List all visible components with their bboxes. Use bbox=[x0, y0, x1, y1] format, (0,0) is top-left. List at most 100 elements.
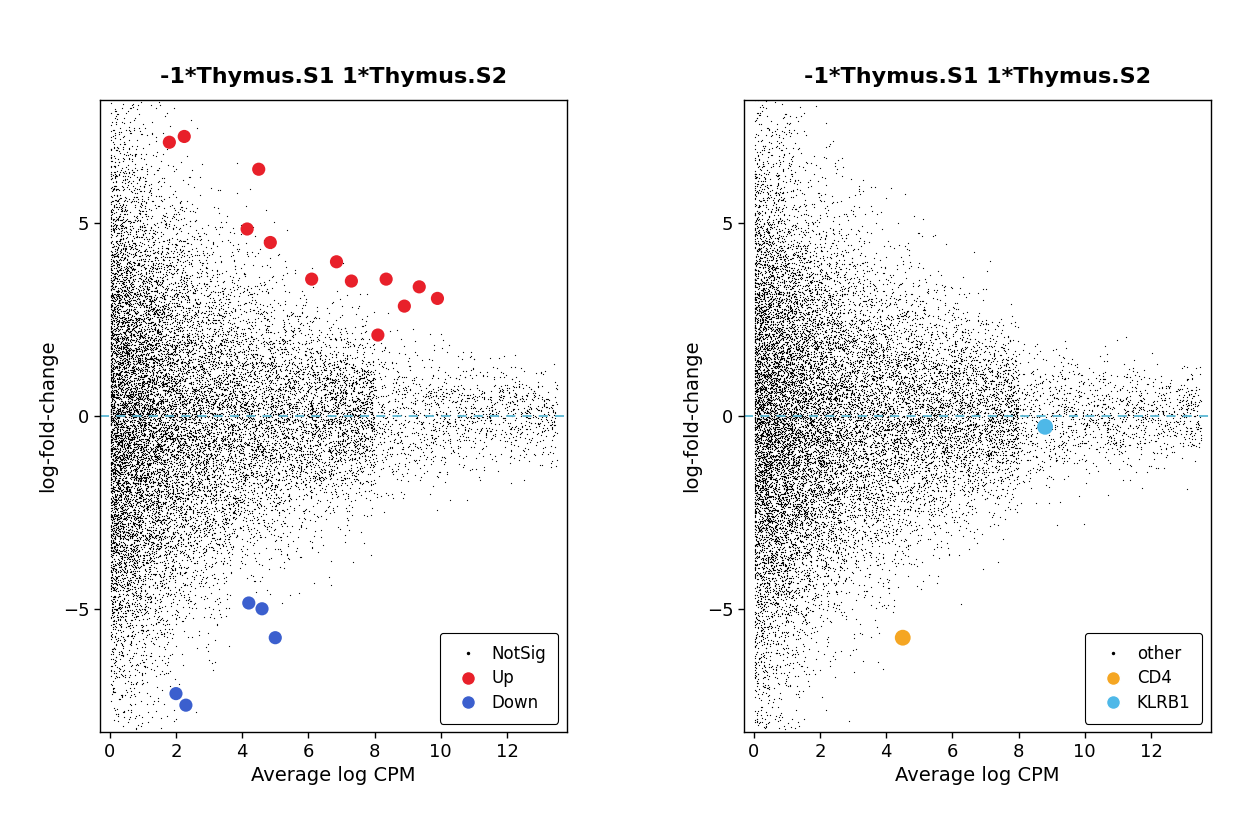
Point bbox=[986, 438, 1006, 451]
Point bbox=[111, 536, 131, 549]
Point bbox=[248, 401, 268, 414]
Point bbox=[819, 453, 839, 466]
Point bbox=[122, 309, 142, 322]
Point bbox=[755, 260, 775, 274]
Point bbox=[126, 589, 146, 602]
Point bbox=[955, 389, 975, 402]
Point bbox=[1023, 404, 1043, 418]
Point bbox=[797, 293, 817, 306]
Point bbox=[1058, 419, 1078, 433]
Point bbox=[223, 423, 243, 436]
Point bbox=[929, 357, 948, 370]
Point bbox=[258, 369, 278, 383]
Point bbox=[200, 427, 220, 440]
Point bbox=[110, 404, 130, 417]
Point bbox=[766, 201, 786, 214]
Point bbox=[782, 274, 802, 287]
Point bbox=[130, 335, 150, 349]
Point bbox=[769, 382, 789, 395]
Point bbox=[804, 290, 824, 304]
Point bbox=[218, 546, 238, 559]
Point bbox=[132, 514, 152, 527]
Point bbox=[790, 428, 810, 441]
Point bbox=[830, 515, 850, 528]
Point bbox=[859, 508, 879, 522]
Point bbox=[1153, 405, 1173, 418]
Point bbox=[314, 463, 334, 477]
Point bbox=[754, 350, 774, 364]
Point bbox=[162, 448, 182, 461]
Point bbox=[517, 392, 537, 405]
Point bbox=[1097, 421, 1117, 434]
Point bbox=[107, 527, 127, 540]
Point bbox=[780, 463, 800, 476]
Point bbox=[129, 458, 149, 472]
Point bbox=[834, 373, 854, 386]
Point bbox=[778, 488, 797, 502]
Point bbox=[947, 387, 967, 400]
Point bbox=[206, 481, 226, 494]
Point bbox=[203, 504, 223, 518]
Point bbox=[758, 163, 778, 176]
Point bbox=[797, 527, 817, 541]
Point bbox=[126, 611, 146, 624]
Point bbox=[252, 485, 272, 498]
Point bbox=[801, 292, 821, 305]
Point bbox=[283, 375, 303, 389]
Point bbox=[127, 404, 147, 417]
Point bbox=[920, 418, 940, 432]
Point bbox=[859, 453, 879, 466]
Point bbox=[363, 390, 383, 404]
Point bbox=[106, 637, 126, 651]
Point bbox=[748, 478, 768, 492]
Point bbox=[247, 523, 267, 537]
Point bbox=[407, 441, 427, 454]
Point bbox=[140, 463, 160, 476]
Point bbox=[786, 425, 806, 438]
Point bbox=[423, 435, 443, 448]
Point bbox=[101, 380, 121, 394]
Point bbox=[168, 533, 188, 547]
Point bbox=[876, 350, 896, 364]
Point bbox=[196, 556, 216, 569]
Point bbox=[127, 352, 147, 365]
Point bbox=[889, 444, 909, 458]
Point bbox=[882, 493, 902, 507]
Point bbox=[119, 437, 139, 450]
Point bbox=[748, 413, 768, 426]
Point bbox=[163, 345, 183, 359]
Point bbox=[860, 297, 880, 310]
Point bbox=[337, 425, 357, 438]
Point bbox=[329, 364, 349, 377]
Point bbox=[759, 434, 779, 448]
Point bbox=[791, 607, 811, 620]
Point bbox=[129, 369, 149, 382]
Point bbox=[173, 445, 193, 458]
Point bbox=[356, 422, 376, 435]
Point bbox=[158, 454, 178, 468]
Point bbox=[134, 418, 154, 431]
Point bbox=[129, 314, 149, 327]
Point bbox=[482, 423, 502, 436]
Point bbox=[778, 394, 797, 407]
Point bbox=[337, 332, 357, 345]
Point bbox=[171, 561, 191, 574]
Point bbox=[187, 537, 207, 551]
Point bbox=[131, 284, 151, 297]
Point bbox=[800, 230, 820, 244]
Point bbox=[1154, 394, 1174, 407]
Point bbox=[801, 396, 821, 409]
Point bbox=[114, 375, 134, 389]
Point bbox=[198, 523, 218, 537]
Point bbox=[127, 508, 147, 521]
Point bbox=[227, 371, 247, 384]
Point bbox=[106, 671, 126, 684]
Point bbox=[119, 352, 139, 365]
Point bbox=[251, 420, 271, 433]
Point bbox=[131, 127, 151, 141]
Point bbox=[811, 560, 831, 573]
Point bbox=[1050, 495, 1070, 508]
Point bbox=[770, 379, 790, 393]
Point bbox=[759, 301, 779, 314]
Point bbox=[126, 493, 146, 506]
